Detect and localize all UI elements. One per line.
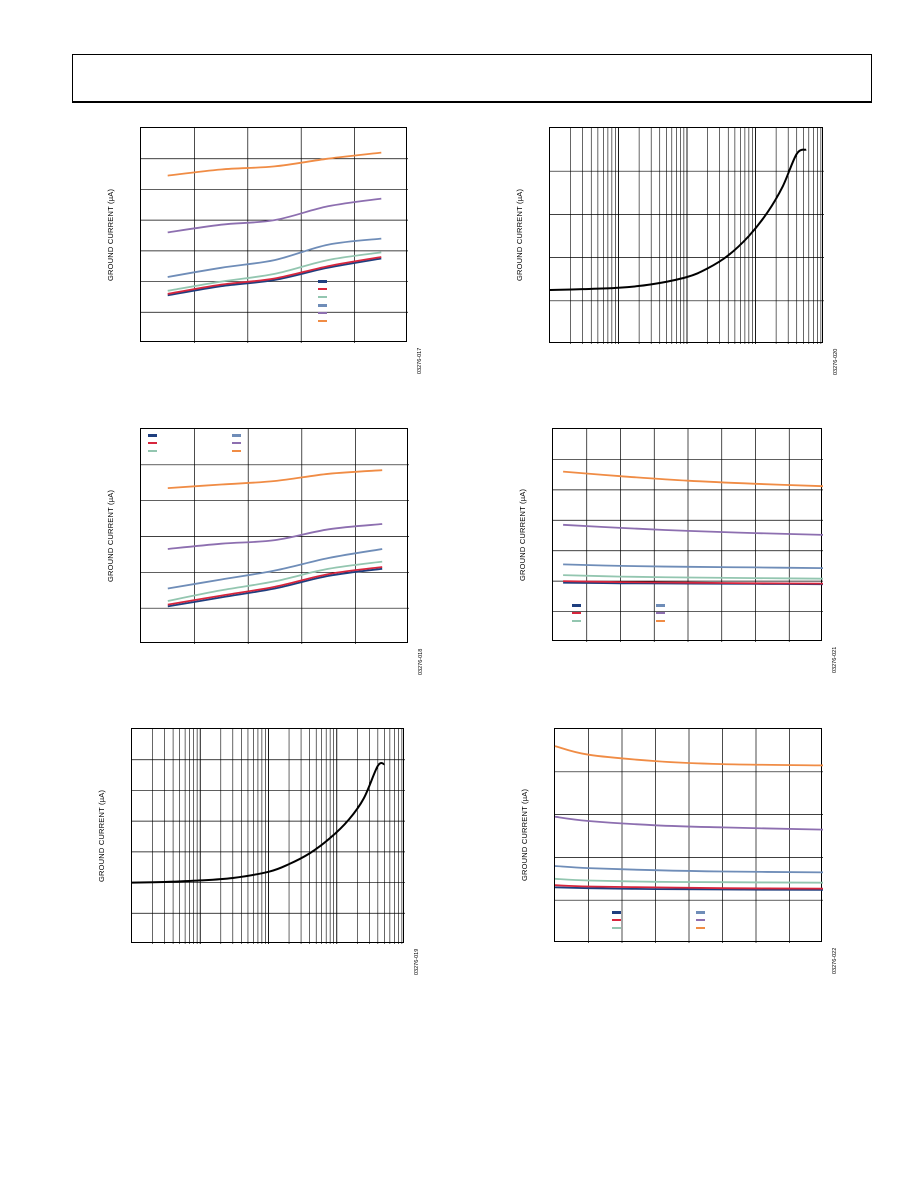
legend-swatch-green	[318, 296, 327, 298]
legend-swatch-purple	[696, 919, 705, 921]
series-line-red	[167, 566, 383, 606]
series-line-black	[549, 148, 807, 291]
legend-swatch-orange	[232, 450, 241, 452]
legend-swatch-navy	[612, 911, 621, 914]
plot-area	[140, 127, 408, 343]
legend-swatch-blue	[318, 304, 327, 307]
legend-swatch-purple	[656, 612, 665, 614]
y-axis-label: GROUND CURRENT (µA)	[97, 789, 106, 882]
y-axis-label: GROUND CURRENT (µA)	[106, 188, 115, 281]
grid	[141, 128, 408, 343]
y-axis-label: GROUND CURRENT (µA)	[106, 489, 115, 582]
legend-swatch-green	[572, 620, 581, 622]
figure-number: 03276-019	[414, 948, 420, 975]
legend-swatch-green	[612, 927, 621, 929]
series-line-orange	[167, 151, 382, 177]
chart-svg	[131, 729, 405, 944]
legend-swatch-orange	[656, 620, 665, 622]
figure-number: 03276-017	[417, 347, 423, 374]
series-line-orange	[554, 745, 824, 767]
series-line-blue	[167, 237, 382, 278]
series-line-green	[563, 574, 824, 580]
series-line-blue	[563, 563, 824, 569]
series-line-green	[554, 877, 824, 884]
legend-swatch-red	[572, 612, 581, 614]
plot-area	[131, 728, 405, 944]
y-axis-label: GROUND CURRENT (µA)	[518, 488, 527, 581]
series-line-orange	[563, 470, 824, 488]
grid	[141, 429, 409, 644]
series-line-navy	[554, 886, 824, 891]
figure-number: 03276-022	[832, 947, 838, 974]
figure-number: 03276-021	[832, 646, 838, 673]
series-line-blue	[554, 865, 824, 874]
series-line-navy	[167, 257, 382, 297]
legend-swatch-blue	[232, 434, 241, 437]
series-line-navy	[167, 567, 383, 608]
grid	[555, 729, 823, 943]
legend-swatch-blue	[696, 911, 705, 914]
chart-svg	[141, 429, 409, 644]
series-line-orange	[167, 469, 383, 489]
legend-swatch-navy	[572, 604, 581, 607]
plot-area	[140, 428, 409, 644]
chart-svg	[549, 128, 824, 344]
grid	[132, 729, 405, 944]
legend-swatch-red	[318, 288, 327, 290]
plot-area	[549, 127, 824, 344]
series-line-black	[131, 761, 385, 884]
legend-swatch-purple	[232, 442, 241, 444]
plot-area	[554, 728, 824, 943]
legend-swatch-navy	[318, 280, 327, 283]
figure-number: 03276-018	[418, 648, 424, 675]
legend-swatch-red	[612, 919, 621, 921]
page-header-box	[72, 54, 872, 103]
legend-swatch-red	[148, 442, 157, 444]
figure-number: 03276-020	[833, 348, 839, 375]
series-line-red	[167, 256, 382, 295]
plot-area	[552, 428, 824, 642]
legend-swatch-green	[148, 450, 157, 452]
grid	[550, 128, 824, 344]
series-line-purple	[554, 815, 824, 831]
chart-svg	[141, 128, 408, 343]
series-line-blue	[167, 548, 383, 590]
grid	[553, 429, 823, 642]
y-axis-label: GROUND CURRENT (µA)	[520, 788, 529, 881]
legend-swatch-purple	[318, 312, 327, 314]
series-line-green	[167, 251, 382, 292]
series-line-purple	[167, 523, 383, 550]
legend-swatch-orange	[318, 320, 327, 322]
chart-svg	[553, 429, 824, 642]
series-line-purple	[563, 523, 824, 536]
legend-swatch-blue	[656, 604, 665, 607]
series-line-red	[563, 580, 824, 585]
series-line-red	[554, 884, 824, 890]
legend-swatch-orange	[696, 927, 705, 929]
series-line-purple	[167, 197, 382, 234]
series-line-green	[167, 560, 383, 602]
legend-swatch-navy	[148, 434, 157, 437]
chart-svg	[554, 729, 824, 943]
y-axis-label: GROUND CURRENT (µA)	[515, 188, 524, 281]
